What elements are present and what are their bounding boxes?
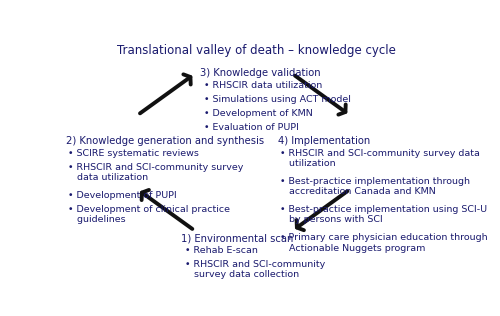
Text: 4) Implementation: 4) Implementation bbox=[278, 137, 370, 146]
Text: • Primary care physician education through
   Actionable Nuggets program: • Primary care physician education throu… bbox=[280, 233, 487, 253]
Text: • Development of clinical practice
   guidelines: • Development of clinical practice guide… bbox=[68, 205, 230, 224]
Text: 1) Environmental scan: 1) Environmental scan bbox=[180, 234, 293, 244]
Text: • RHSCIR and SCI-community survey
   data utilization: • RHSCIR and SCI-community survey data u… bbox=[68, 163, 244, 182]
Text: • Best-practice implementation using SCI-U
   by persons with SCI: • Best-practice implementation using SCI… bbox=[280, 205, 486, 224]
Text: • SCIRE systematic reviews: • SCIRE systematic reviews bbox=[68, 149, 199, 158]
Text: • Best-practice implementation through
   accreditation Canada and KMN: • Best-practice implementation through a… bbox=[280, 177, 469, 196]
Text: Translational valley of death – knowledge cycle: Translational valley of death – knowledg… bbox=[117, 44, 396, 57]
Text: • RHSCIR and SCI-community survey data
   utilization: • RHSCIR and SCI-community survey data u… bbox=[280, 149, 479, 168]
Text: • RHSCIR and SCI-community
   survey data collection: • RHSCIR and SCI-community survey data c… bbox=[184, 260, 325, 279]
Text: • Evaluation of PUPI: • Evaluation of PUPI bbox=[204, 123, 299, 132]
Text: • Rehab E-scan: • Rehab E-scan bbox=[184, 246, 258, 255]
Text: 2) Knowledge generation and synthesis: 2) Knowledge generation and synthesis bbox=[66, 137, 264, 146]
Text: 3) Knowledge validation: 3) Knowledge validation bbox=[200, 68, 320, 78]
Text: • Development of KMN: • Development of KMN bbox=[204, 109, 312, 118]
Text: • Development of PUPI: • Development of PUPI bbox=[68, 191, 177, 200]
Text: • RHSCIR data utilization: • RHSCIR data utilization bbox=[204, 81, 322, 89]
Text: • Simulations using ACT model: • Simulations using ACT model bbox=[204, 94, 351, 104]
